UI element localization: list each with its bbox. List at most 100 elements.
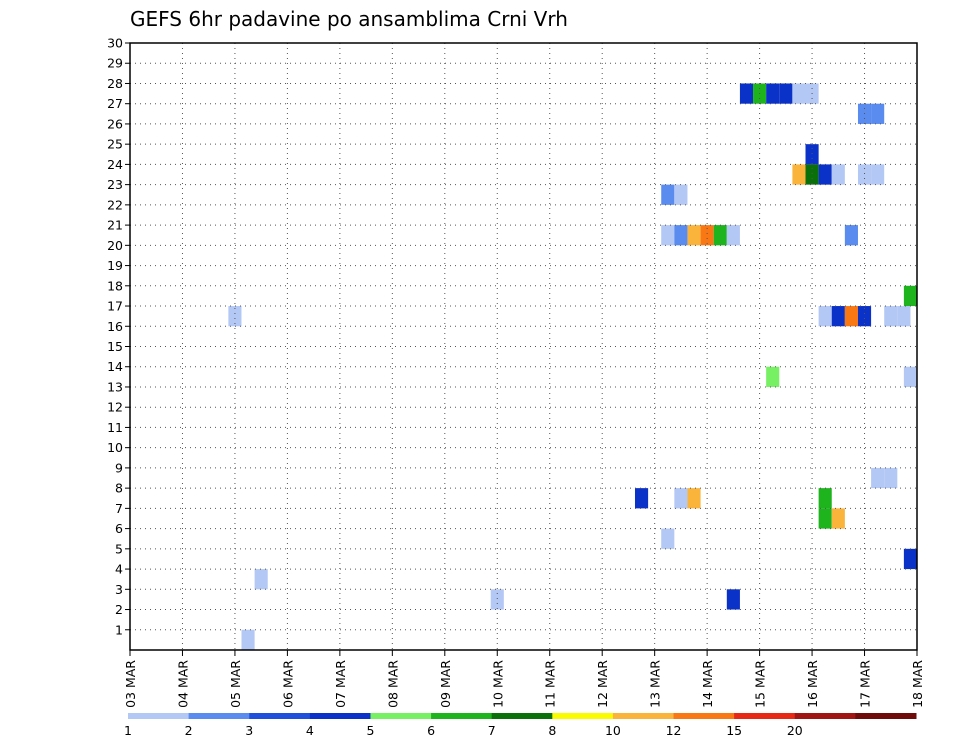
y-tick-label-18: 18 [107, 278, 123, 293]
legend-swatch-12 [855, 713, 917, 719]
cell-41 [871, 467, 885, 489]
y-tick-label-23: 23 [107, 177, 123, 192]
grid-layer [130, 43, 917, 650]
color-legend: 1 2 3 4 5 6 7 8 10 12 15 20 [124, 713, 917, 738]
y-tick-label-20: 20 [107, 238, 123, 253]
y-tick-label-13: 13 [107, 379, 123, 394]
cell-21 [766, 366, 780, 387]
cell-20 [779, 83, 793, 104]
cell-45 [903, 285, 917, 307]
y-tick-label-3: 3 [115, 582, 123, 597]
cell-3 [490, 589, 504, 610]
x-axis: 03 MAR 04 MAR 05 MAR 06 MAR 07 MAR 08 MAR 09 M… [123, 650, 925, 708]
legend-swatch-6 [491, 713, 553, 719]
legend-swatch-3 [309, 713, 371, 719]
x-tick-label-12: 15 MAR [753, 660, 768, 708]
y-tick-label-1: 1 [115, 622, 123, 637]
x-tick-label-5: 08 MAR [385, 660, 400, 708]
y-tick-label-15: 15 [107, 339, 123, 354]
cell-0 [228, 306, 242, 327]
legend-swatch-10 [734, 713, 796, 719]
x-tick-label-9: 12 MAR [595, 660, 610, 708]
y-tick-label-14: 14 [107, 359, 123, 374]
cell-22 [792, 83, 806, 104]
cell-32 [857, 306, 872, 327]
cell-4 [634, 488, 649, 509]
cells-layer [228, 83, 917, 650]
cell-46 [903, 366, 917, 387]
y-axis: 1234567891011121314151617181920212223242… [107, 36, 130, 637]
chart-title: GEFS 6hr padavine po ansamblima Crni Vrh [130, 7, 568, 31]
x-tick-label-7: 10 MAR [490, 660, 505, 708]
x-tick-label-13: 16 MAR [805, 660, 820, 708]
x-tick-label-11: 14 MAR [700, 660, 715, 708]
cell-33 [818, 488, 832, 509]
cell-13 [700, 225, 714, 246]
y-tick-label-28: 28 [107, 76, 123, 91]
y-tick-label-4: 4 [115, 562, 123, 577]
legend-swatch-9 [673, 713, 735, 719]
cell-38 [871, 103, 885, 124]
cell-17 [739, 83, 754, 104]
cell-30 [831, 306, 845, 327]
y-tick-label-29: 29 [107, 56, 123, 71]
legend-label-4: 4 [306, 723, 314, 738]
cell-11 [687, 488, 701, 509]
legend-label-3: 3 [245, 723, 253, 738]
legend-label-10: 10 [605, 723, 621, 738]
x-tick-label-0: 03 MAR [123, 660, 138, 708]
y-tick-label-17: 17 [107, 299, 123, 314]
y-tick-label-26: 26 [107, 116, 123, 131]
x-tick-label-6: 09 MAR [438, 660, 453, 708]
cell-2 [254, 569, 268, 590]
y-tick-label-16: 16 [107, 319, 123, 334]
cell-24 [792, 164, 806, 185]
cell-39 [857, 164, 872, 185]
cell-40 [871, 164, 885, 185]
legend-label-12: 12 [666, 723, 682, 738]
y-tick-label-12: 12 [107, 400, 123, 415]
cell-47 [903, 548, 917, 570]
x-tick-label-14: 17 MAR [858, 660, 873, 708]
cell-35 [831, 508, 845, 529]
cell-31 [844, 306, 858, 327]
cell-27 [831, 164, 845, 185]
x-tick-label-8: 11 MAR [543, 660, 558, 708]
legend-label-6: 6 [427, 723, 435, 738]
legend-label-8: 8 [548, 723, 556, 738]
legend-label-5: 5 [366, 723, 374, 738]
y-tick-label-2: 2 [115, 602, 123, 617]
x-tick-label-1: 04 MAR [175, 660, 190, 708]
legend-swatch-5 [431, 713, 493, 719]
y-tick-label-21: 21 [107, 218, 123, 233]
cell-44 [897, 306, 911, 327]
cell-26 [818, 164, 832, 185]
legend-swatch-0 [128, 713, 190, 719]
y-tick-label-22: 22 [107, 197, 123, 212]
cell-34 [818, 508, 832, 529]
y-tick-label-9: 9 [115, 460, 123, 475]
y-tick-label-6: 6 [115, 521, 123, 536]
cell-25 [805, 164, 819, 185]
x-tick-label-3: 06 MAR [280, 660, 295, 708]
legend-swatch-2 [249, 713, 311, 719]
x-tick-label-4: 07 MAR [333, 660, 348, 708]
cell-15 [726, 225, 740, 246]
y-tick-label-25: 25 [107, 137, 123, 152]
cell-29 [818, 306, 832, 327]
plot-frame [129, 42, 918, 651]
cell-43 [884, 306, 898, 327]
y-tick-label-19: 19 [107, 258, 123, 273]
legend-swatch-1 [188, 713, 250, 719]
cell-8 [674, 488, 688, 509]
y-tick-label-27: 27 [107, 96, 123, 111]
y-tick-label-7: 7 [115, 501, 123, 516]
legend-label-15: 15 [726, 723, 742, 738]
y-tick-label-8: 8 [115, 481, 123, 496]
y-tick-label-10: 10 [107, 440, 123, 455]
legend-swatch-8 [612, 713, 675, 719]
cell-5 [661, 528, 675, 549]
y-tick-label-30: 30 [107, 36, 123, 51]
legend-label-7: 7 [488, 723, 496, 738]
